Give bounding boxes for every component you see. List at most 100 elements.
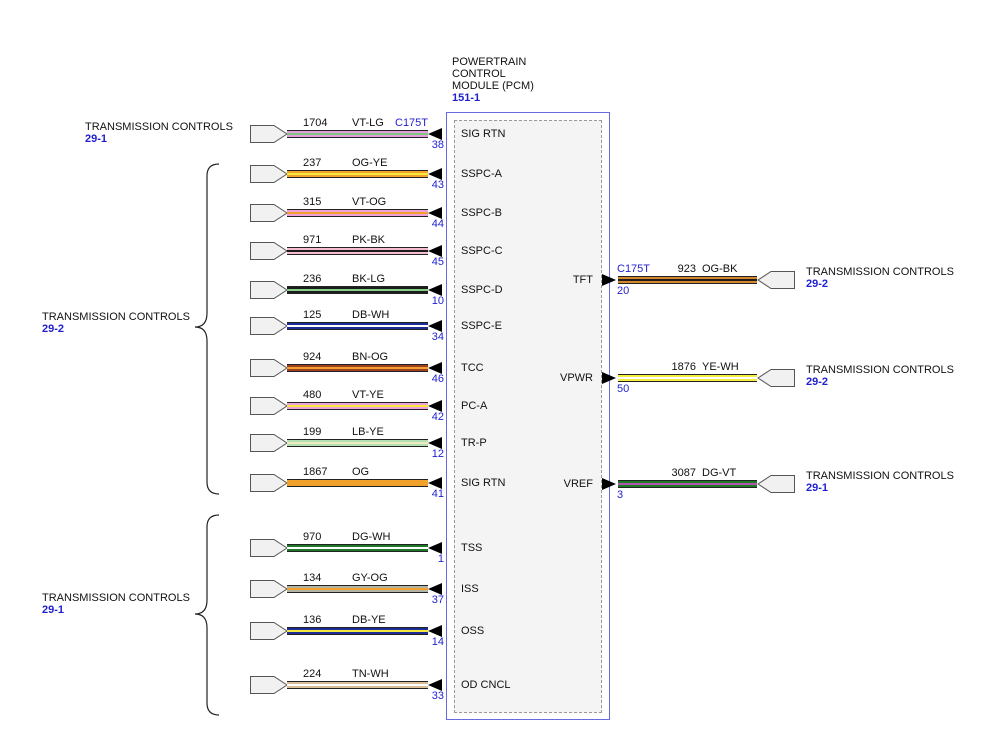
group-label: TRANSMISSION CONTROLS <box>85 121 233 133</box>
wire <box>287 627 428 635</box>
pin-number: 42 <box>431 411 444 423</box>
pin-number: 20 <box>617 285 630 297</box>
destination-ref[interactable]: 29-2 <box>806 278 829 290</box>
group-brace-icon <box>194 514 220 716</box>
arrow-icon <box>428 362 442 374</box>
destination-label: TRANSMISSION CONTROLS <box>806 364 954 376</box>
destination-label: TRANSMISSION CONTROLS <box>806 266 954 278</box>
wire-color-code: VT-LG <box>352 117 384 129</box>
wire <box>618 374 757 382</box>
wire <box>287 286 428 294</box>
signal-label: SIG RTN <box>461 128 506 140</box>
arrow-icon <box>428 625 442 637</box>
arrow-icon <box>428 400 442 412</box>
connector-flag-icon <box>250 676 288 694</box>
wire <box>287 585 428 593</box>
arrow-icon <box>428 128 442 140</box>
wire-number: 1704 <box>303 117 328 129</box>
wire <box>287 479 428 487</box>
wire <box>618 480 757 488</box>
wire-color-code: DG-VT <box>702 467 737 479</box>
arrow-icon <box>602 274 616 286</box>
destination-label-block: TRANSMISSION CONTROLS 29-2 <box>806 364 954 388</box>
wire-number: 971 <box>303 234 322 246</box>
signal-label: VPWR <box>560 372 593 384</box>
arrow-icon <box>428 437 442 449</box>
group-ref[interactable]: 29-1 <box>85 133 108 145</box>
wire-number: 923 <box>677 263 696 275</box>
connector-ref[interactable]: C175T <box>395 117 429 129</box>
wire-color-code: DG-WH <box>352 531 391 543</box>
signal-label: PC-A <box>461 400 488 412</box>
wire <box>287 130 428 138</box>
wire-color-code: LB-YE <box>352 426 384 438</box>
wire-number: 3087 <box>671 467 696 479</box>
arrow-icon <box>428 477 442 489</box>
wire-number: 970 <box>303 531 322 543</box>
wire-color-code: BK-LG <box>352 273 386 285</box>
group-ref[interactable]: 29-2 <box>42 323 65 335</box>
connector-flag-icon <box>250 474 288 492</box>
wire-number: 199 <box>303 426 322 438</box>
pcm-title-line: MODULE (PCM) <box>452 80 534 92</box>
pcm-connector-boundary <box>454 120 602 713</box>
pin-number: 3 <box>617 489 624 501</box>
signal-label: TSS <box>461 542 483 554</box>
connector-flag-icon <box>250 580 288 598</box>
group-ref[interactable]: 29-1 <box>42 604 65 616</box>
wire-number: 315 <box>303 196 322 208</box>
destination-ref[interactable]: 29-1 <box>806 482 829 494</box>
pin-number: 37 <box>431 594 444 606</box>
arrow-icon <box>428 284 442 296</box>
pin-number: 50 <box>617 383 630 395</box>
signal-label: OD CNCL <box>461 679 511 691</box>
wire-color-code: YE-WH <box>702 361 739 373</box>
connector-flag-icon <box>250 359 288 377</box>
arrow-icon <box>428 542 442 554</box>
wire-color-code: VT-YE <box>352 389 384 401</box>
signal-label: TFT <box>572 274 593 286</box>
arrow-icon <box>428 245 442 257</box>
destination-label-block: TRANSMISSION CONTROLS 29-1 <box>806 470 954 494</box>
wire-number: 237 <box>303 157 322 169</box>
connector-ref[interactable]: C175T <box>617 263 651 275</box>
wire-number: 1876 <box>671 361 696 373</box>
destination-ref[interactable]: 29-2 <box>806 376 829 388</box>
pin-number: 38 <box>431 139 444 151</box>
signal-label: SSPC-C <box>461 245 503 257</box>
pin-number: 41 <box>431 488 444 500</box>
wire <box>287 364 428 372</box>
wire-color-code: TN-WH <box>352 668 389 680</box>
connector-flag-icon <box>250 165 288 183</box>
group-label-block: TRANSMISSION CONTROLS 29-1 <box>42 592 190 616</box>
wire-color-code: OG-YE <box>352 157 388 169</box>
wire-number: 236 <box>303 273 322 285</box>
pin-number: 45 <box>431 256 444 268</box>
wire <box>287 439 428 447</box>
pcm-title: POWERTRAIN CONTROL MODULE (PCM) 151-1 <box>452 56 534 104</box>
arrow-icon <box>428 679 442 691</box>
pin-number: 34 <box>431 331 444 343</box>
pcm-title-line: CONTROL <box>452 68 506 80</box>
group-brace-icon <box>194 163 220 495</box>
signal-label: SSPC-D <box>461 284 503 296</box>
arrow-icon <box>602 372 616 384</box>
connector-flag-icon <box>757 475 795 493</box>
signal-label: TCC <box>461 362 484 374</box>
wire <box>618 276 757 284</box>
group-label: TRANSMISSION CONTROLS <box>42 311 190 323</box>
wire-color-code: BN-OG <box>352 351 389 363</box>
connector-flag-icon <box>250 539 288 557</box>
arrow-icon <box>602 478 616 490</box>
signal-label: ISS <box>461 583 479 595</box>
wire-color-code: OG <box>352 466 370 478</box>
signal-label: OSS <box>461 625 485 637</box>
wire <box>287 322 428 330</box>
arrow-icon <box>428 207 442 219</box>
pcm-connector-ref[interactable]: 151-1 <box>452 92 481 104</box>
group-label-block: TRANSMISSION CONTROLS 29-2 <box>42 311 190 335</box>
pin-number: 12 <box>431 448 444 460</box>
arrow-icon <box>428 583 442 595</box>
wire <box>287 681 428 689</box>
pin-number: 14 <box>431 636 444 648</box>
